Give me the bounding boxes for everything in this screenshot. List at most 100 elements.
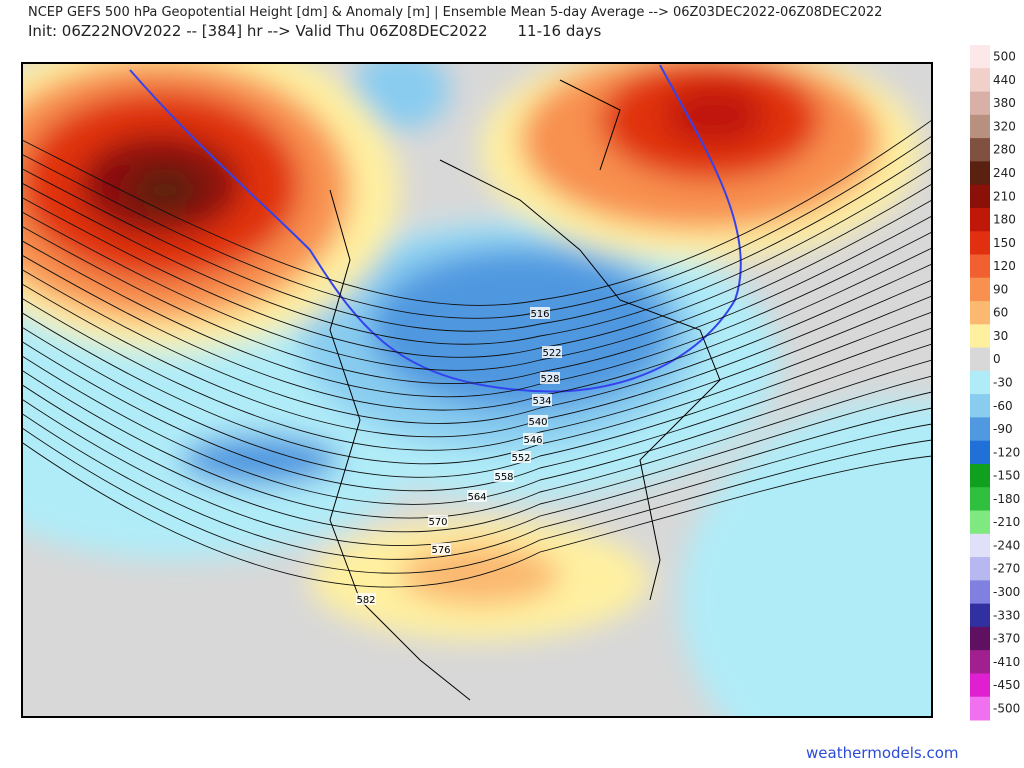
colorbar-swatch bbox=[970, 650, 990, 674]
contour-label-bg bbox=[428, 515, 448, 527]
contour-label-bg bbox=[523, 433, 543, 445]
colorbar-label: -300 bbox=[993, 585, 1020, 599]
colorbar-swatch bbox=[970, 487, 990, 512]
colorbar-swatch bbox=[970, 45, 990, 69]
colorbar-swatch bbox=[970, 394, 990, 418]
colorbar-swatch bbox=[970, 370, 990, 395]
contour-line bbox=[22, 151, 932, 332]
colorbar-label: 150 bbox=[993, 236, 1016, 250]
contour-line bbox=[22, 370, 932, 519]
colorbar-swatch bbox=[970, 301, 990, 325]
map-frame bbox=[21, 62, 933, 718]
map-area bbox=[22, 63, 932, 717]
colorbar-swatch bbox=[970, 533, 990, 558]
colorbar-swatch bbox=[970, 231, 990, 255]
contour-label-bg bbox=[532, 394, 552, 406]
contour-label: 528 bbox=[540, 374, 559, 385]
colorbar-label: -30 bbox=[993, 376, 1013, 390]
colorbar-swatch bbox=[970, 161, 990, 186]
contour-label: 576 bbox=[431, 545, 450, 556]
contour-line bbox=[22, 135, 932, 319]
colorbar-swatch bbox=[970, 440, 990, 465]
contour-line bbox=[22, 427, 932, 574]
colorbar-label: -370 bbox=[993, 632, 1020, 646]
colorbar-label: -150 bbox=[993, 469, 1020, 483]
contour-label: 516 bbox=[530, 309, 549, 320]
contour-label: 522 bbox=[542, 348, 561, 359]
colorbar-swatch bbox=[970, 696, 990, 721]
colorbar-swatch bbox=[970, 463, 990, 488]
init-info: Init: 06Z22NOV2022 -- [384] hr --> Valid… bbox=[28, 22, 488, 40]
contour-label-bg bbox=[540, 372, 560, 384]
colorbar-label: -210 bbox=[993, 515, 1020, 529]
contour-label-bg bbox=[511, 451, 531, 463]
colorbar-swatch bbox=[970, 207, 990, 232]
colorbar-swatch bbox=[970, 138, 990, 162]
range-info: 11-16 days bbox=[517, 22, 602, 40]
title: NCEP GEFS 500 hPa Geopotential Height [d… bbox=[28, 5, 883, 20]
contour-label: 534 bbox=[532, 396, 551, 407]
colorbar-label: 320 bbox=[993, 119, 1016, 133]
colorbar-swatch bbox=[970, 557, 990, 581]
contour-line bbox=[22, 341, 932, 492]
colorbar-swatch bbox=[970, 347, 990, 372]
contour-label-bg bbox=[467, 490, 487, 502]
colorbar-swatch bbox=[970, 626, 990, 651]
colorbar-label: -180 bbox=[993, 492, 1020, 506]
colorbar-label: 180 bbox=[993, 213, 1016, 227]
colorbar-label: -450 bbox=[993, 678, 1020, 692]
contour-label-bg bbox=[528, 415, 548, 427]
colorbar-label: 440 bbox=[993, 73, 1016, 87]
anomaly-fields bbox=[22, 63, 932, 717]
colorbar-label: 30 bbox=[993, 329, 1008, 343]
colorbar-label: 210 bbox=[993, 189, 1016, 203]
colorbar-label: -120 bbox=[993, 445, 1020, 459]
contour-label: 564 bbox=[467, 492, 486, 503]
colorbar-swatch bbox=[970, 417, 990, 442]
contour-line bbox=[22, 384, 932, 533]
colorbar-label: 120 bbox=[993, 259, 1016, 273]
contour-label: 546 bbox=[523, 435, 542, 446]
contour-line bbox=[22, 311, 932, 465]
colorbar-swatch bbox=[970, 580, 990, 605]
contour-label: 552 bbox=[511, 453, 530, 464]
colorbar-label: -90 bbox=[993, 422, 1013, 436]
colorbar-swatch bbox=[970, 673, 990, 698]
colorbar-swatch bbox=[970, 254, 990, 279]
colorbar-label: 240 bbox=[993, 166, 1016, 180]
contour-line bbox=[22, 413, 932, 560]
contour-line bbox=[22, 355, 932, 505]
contour-label-bg bbox=[542, 346, 562, 358]
colorbar-label: 380 bbox=[993, 96, 1016, 110]
contour-label: 570 bbox=[428, 517, 447, 528]
contour-line bbox=[22, 263, 932, 424]
coastline bbox=[329, 79, 721, 701]
colorbar-label: -270 bbox=[993, 562, 1020, 576]
colorbar-swatch bbox=[970, 510, 990, 535]
contour-line bbox=[22, 442, 932, 588]
contour-label: 558 bbox=[494, 472, 513, 483]
contour-line bbox=[22, 398, 932, 547]
colorbar-swatch bbox=[970, 603, 990, 628]
contour-label-bg bbox=[494, 470, 514, 482]
contour-label-bg bbox=[431, 543, 451, 555]
colorbar-label: -60 bbox=[993, 399, 1013, 413]
contour-line bbox=[22, 183, 932, 358]
colorbar-swatch bbox=[970, 114, 990, 139]
colorbar-label: -240 bbox=[993, 538, 1020, 552]
colorbar-swatch bbox=[970, 184, 990, 209]
colorbar-label: -330 bbox=[993, 608, 1020, 622]
colorbar-label: 60 bbox=[993, 306, 1008, 320]
contour-line bbox=[22, 247, 932, 411]
credit: weathermodels.com bbox=[806, 744, 959, 762]
contour-label-bg bbox=[356, 593, 376, 605]
subtitle: Init: 06Z22NOV2022 -- [384] hr --> Valid… bbox=[28, 22, 631, 40]
colorbar-label: 90 bbox=[993, 282, 1008, 296]
colorbar-label: -500 bbox=[993, 701, 1020, 715]
contour-labels: 516 522 528 534 540 546 552 558 564 570 576 582 bbox=[356, 307, 562, 606]
contour-line bbox=[22, 167, 932, 345]
colorbar-swatch bbox=[970, 68, 990, 93]
contour-line bbox=[22, 231, 932, 398]
